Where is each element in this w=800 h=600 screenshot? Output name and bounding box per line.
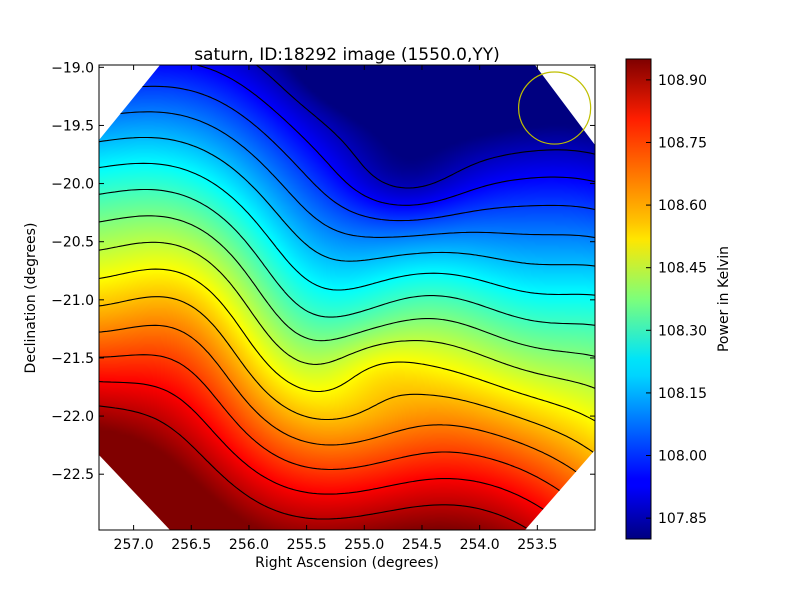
colorbar-tick-label: 108.15 bbox=[658, 386, 707, 402]
y-axis-label: Declination (degrees) bbox=[23, 223, 39, 374]
heatmap-area bbox=[99, 65, 595, 530]
x-axis-ticks: 257.0 256.5 256.0 255.5 255.0 254.5 254.0 253.5 bbox=[114, 65, 557, 553]
contour-line bbox=[99, 241, 595, 389]
y-axis-ticks: −19.0 −19.5 −20.0 −20.5 −21.0 −21.5 −22.0 −22.5 bbox=[51, 60, 595, 483]
x-tick-label: 254.0 bbox=[460, 537, 500, 553]
colorbar-tick-label: 108.75 bbox=[658, 135, 707, 151]
heatmap-image bbox=[99, 65, 595, 530]
chart-title: saturn, ID:18292 image (1550.0,YY) bbox=[194, 45, 500, 65]
contour-line bbox=[99, 296, 595, 455]
x-axis-label: Right Ascension (degrees) bbox=[255, 555, 439, 571]
colorbar-tick-label: 107.85 bbox=[658, 511, 707, 527]
y-tick-label: −21.0 bbox=[51, 293, 94, 309]
contour-line bbox=[99, 215, 595, 357]
contour-line bbox=[99, 162, 595, 296]
contour-line bbox=[99, 268, 595, 422]
colorbar-tick-label: 108.00 bbox=[658, 449, 707, 465]
y-tick-label: −22.0 bbox=[51, 409, 94, 425]
colorbar bbox=[625, 58, 652, 540]
x-tick-label: 253.5 bbox=[517, 537, 557, 553]
contour-line bbox=[99, 354, 595, 519]
y-tick-label: −19.5 bbox=[51, 118, 94, 134]
colorbar-tick-label: 108.60 bbox=[658, 198, 707, 214]
contour-line bbox=[255, 65, 595, 189]
x-tick-label: 255.5 bbox=[287, 537, 327, 553]
contour-lines bbox=[99, 65, 595, 530]
x-tick-label: 257.0 bbox=[114, 537, 154, 553]
contour-line bbox=[99, 324, 595, 487]
y-tick-label: −19.0 bbox=[51, 60, 94, 76]
colorbar-label: Power in Kelvin bbox=[716, 246, 732, 352]
colorbar-tick-label: 108.90 bbox=[658, 73, 707, 89]
plot-frame bbox=[98, 64, 596, 531]
y-tick-label: −20.0 bbox=[51, 177, 94, 193]
contour-line bbox=[99, 136, 595, 267]
contour-line bbox=[99, 381, 572, 530]
x-tick-label: 256.5 bbox=[171, 537, 211, 553]
x-tick-label: 255.0 bbox=[344, 537, 384, 553]
contour-line bbox=[99, 405, 530, 530]
x-tick-label: 256.0 bbox=[229, 537, 269, 553]
colorbar-tick-label: 108.45 bbox=[658, 261, 707, 277]
y-tick-label: −22.5 bbox=[51, 467, 94, 483]
y-tick-label: −21.5 bbox=[51, 351, 94, 367]
contour-line bbox=[99, 188, 595, 326]
y-tick-label: −20.5 bbox=[51, 235, 94, 251]
colorbar-ticks: 107.85 108.00 108.15 108.30 108.45 108.60 108.… bbox=[646, 73, 707, 527]
colorbar-tick-label: 108.30 bbox=[658, 323, 707, 339]
beam-circle bbox=[517, 71, 592, 145]
x-tick-label: 254.5 bbox=[402, 537, 442, 553]
